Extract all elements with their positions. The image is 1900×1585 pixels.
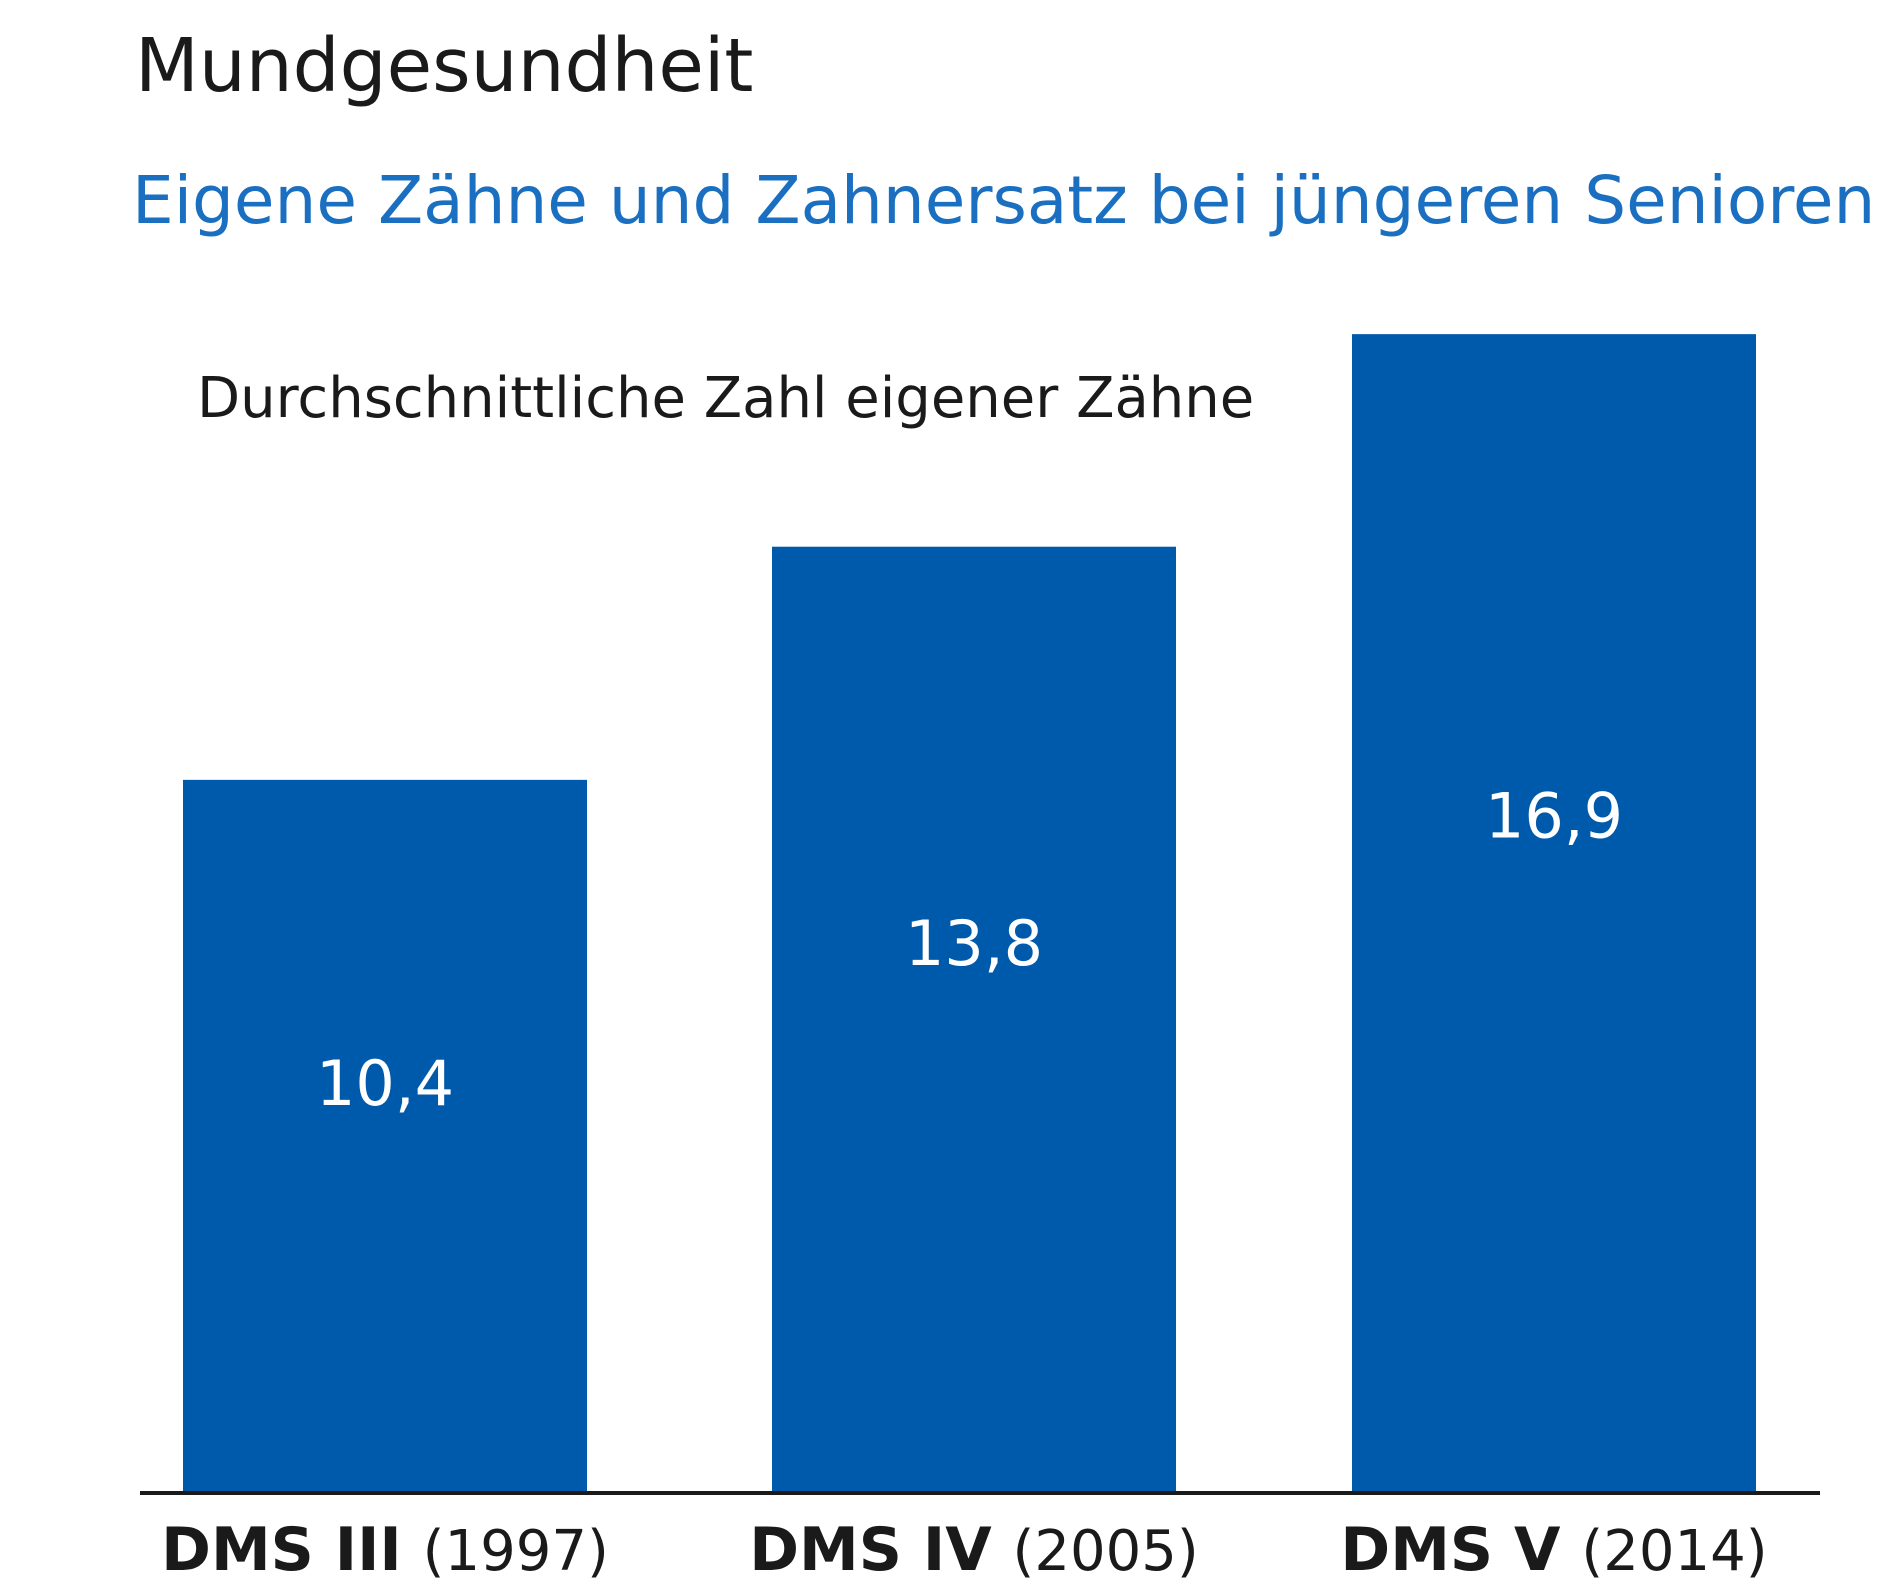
category-year: (2005) (1013, 1519, 1199, 1584)
value-labels-group: 10,4 13,8 16,9 (316, 780, 1623, 1120)
bar-1 (183, 779, 587, 1493)
bars-group (183, 334, 1756, 1494)
bar-value-label-2: 13,8 (905, 907, 1043, 980)
chart-subtitle: Eigene Zähne und Zahnersatz bei jüngeren… (132, 162, 1875, 239)
bar-3 (1352, 334, 1756, 1494)
category-label-1: DMS III (1997) (161, 1515, 609, 1585)
bar-2 (772, 546, 1176, 1493)
category-name: DMS V (1340, 1515, 1581, 1585)
category-label-3: DMS V (2014) (1340, 1515, 1767, 1585)
category-labels-group: DMS III (1997) DMS IV (2005) DMS V (2014) (161, 1515, 1767, 1585)
chart-inner-label: Durchschnittliche Zahl eigener Zähne (197, 366, 1254, 431)
category-year: (2014) (1581, 1519, 1767, 1584)
category-name: DMS IV (749, 1515, 1012, 1585)
bar-value-label-3: 16,9 (1485, 780, 1623, 853)
category-name: DMS III (161, 1515, 422, 1585)
chart-title: Mundgesundheit (135, 23, 753, 109)
category-label-2: DMS IV (2005) (749, 1515, 1198, 1585)
category-year: (1997) (423, 1519, 609, 1584)
bar-value-label-1: 10,4 (316, 1047, 454, 1120)
